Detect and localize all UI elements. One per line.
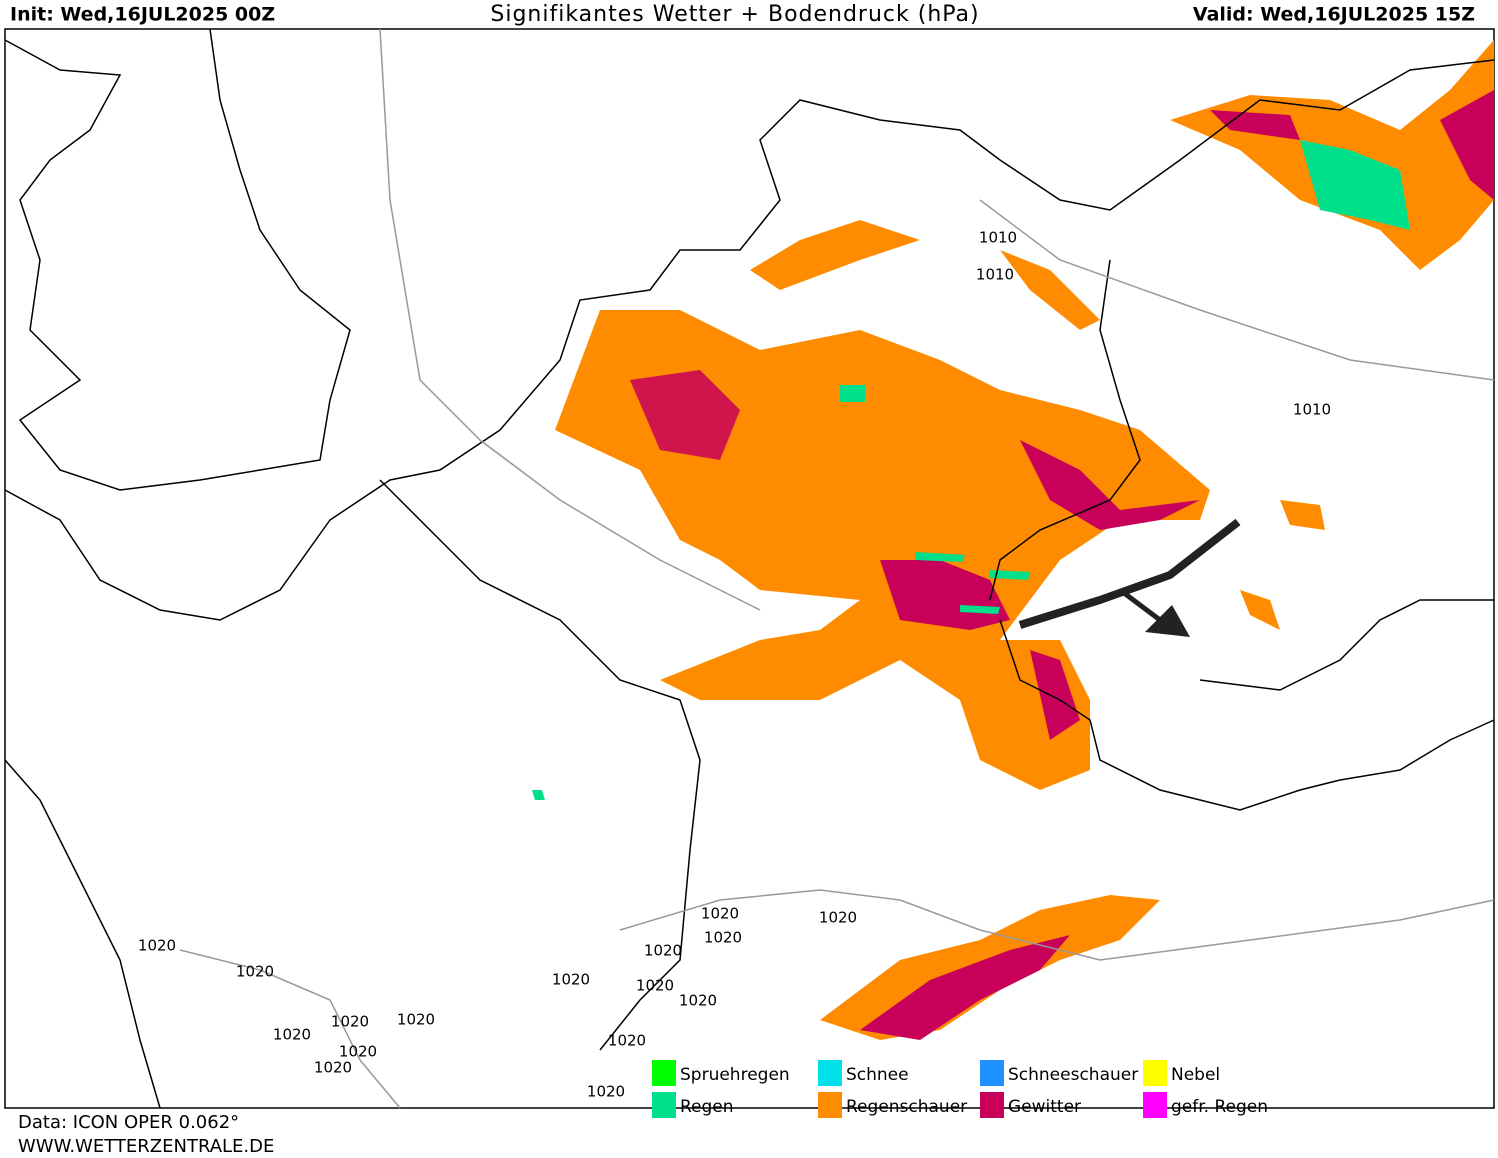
legend-swatch xyxy=(652,1060,676,1086)
legend-label: Regenschauer xyxy=(846,1097,967,1117)
valid-time: Valid: Wed,16JUL2025 15Z xyxy=(1193,4,1475,26)
init-time: Init: Wed,16JUL2025 00Z xyxy=(10,4,275,26)
isobar-label: 1020 xyxy=(397,1011,435,1029)
isobars xyxy=(179,28,1495,1109)
isobar-line xyxy=(619,889,1495,961)
isobar-label: 1020 xyxy=(552,971,590,989)
thunderstorm-area xyxy=(1030,650,1080,740)
rain-area xyxy=(1300,140,1410,230)
cold-front xyxy=(1018,518,1241,637)
legend-label: Schneeschauer xyxy=(1008,1065,1138,1085)
isobar-label: 1020 xyxy=(644,942,682,960)
legend-swatch xyxy=(818,1092,842,1118)
legend-swatch xyxy=(980,1060,1004,1086)
front-arrow-head xyxy=(1145,605,1190,637)
shower-area xyxy=(1000,250,1100,330)
front-line xyxy=(1018,518,1241,629)
legend-swatch xyxy=(652,1092,676,1118)
isobar-label: 1010 xyxy=(1293,401,1331,419)
legend-swatch xyxy=(980,1092,1004,1118)
isobar-label: 1020 xyxy=(339,1043,377,1061)
legend-swatch xyxy=(1143,1092,1167,1118)
front-arrow-shaft xyxy=(1118,588,1162,622)
precipitation xyxy=(532,40,1494,1040)
isobar-label: 1010 xyxy=(979,229,1017,247)
shower-area xyxy=(750,220,920,290)
website: WWW.WETTERZENTRALE.DE xyxy=(18,1136,274,1157)
legend-label: Regen xyxy=(680,1097,734,1117)
legend-swatch xyxy=(1143,1060,1167,1086)
legend-label: gefr. Regen xyxy=(1171,1097,1268,1117)
thunderstorm-area xyxy=(630,370,740,460)
isobar-line xyxy=(179,949,401,1109)
coast-iberia xyxy=(4,759,161,1109)
isobar-label: 1020 xyxy=(679,992,717,1010)
border-east xyxy=(999,619,1495,811)
border-poland xyxy=(989,259,1141,601)
isobar-label: 1020 xyxy=(704,929,742,947)
isobar-label: 1020 xyxy=(314,1059,352,1077)
border-france xyxy=(379,479,701,1051)
map-title: Signifikantes Wetter + Bodendruck (hPa) xyxy=(490,2,979,27)
isobar-line xyxy=(979,199,1495,381)
coast-continent xyxy=(4,59,1495,621)
isobar-label: 1020 xyxy=(331,1013,369,1031)
coastlines xyxy=(4,28,1495,1109)
coast-uk xyxy=(4,28,351,491)
isobar-label: 1020 xyxy=(819,909,857,927)
data-source: Data: ICON OPER 0.062° xyxy=(18,1112,239,1133)
isobar-line xyxy=(379,28,761,611)
thunderstorm-area xyxy=(1020,440,1200,530)
isobar-label: 1020 xyxy=(273,1026,311,1044)
isobar-label: 1020 xyxy=(608,1032,646,1050)
isobar-label: 1020 xyxy=(138,937,176,955)
legend-label: Spruehregen xyxy=(680,1065,790,1085)
legend-label: Nebel xyxy=(1171,1065,1220,1085)
thunderstorm-area xyxy=(860,935,1070,1040)
legend-swatch xyxy=(818,1060,842,1086)
isobar-label: 1010 xyxy=(976,266,1014,284)
legend-label: Schnee xyxy=(846,1065,909,1085)
border-east2 xyxy=(1199,599,1494,691)
isobar-label: 1020 xyxy=(701,905,739,923)
isobar-label: 1020 xyxy=(587,1083,625,1101)
isobar-label: 1020 xyxy=(236,963,274,981)
legend-label: Gewitter xyxy=(1008,1097,1081,1117)
isobar-label: 1020 xyxy=(636,977,674,995)
thunderstorm-area xyxy=(1210,90,1494,200)
shower-area xyxy=(1240,500,1325,630)
